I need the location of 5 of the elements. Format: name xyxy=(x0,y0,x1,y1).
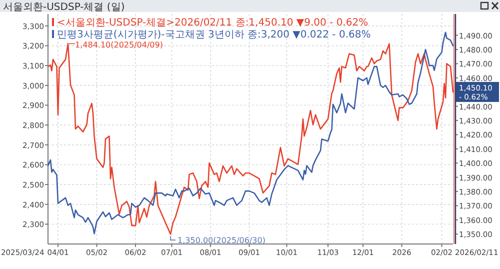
annotation: 1,350.00(2025/06/30) xyxy=(178,236,266,246)
annotation: 1,484.10(2025/04/09) xyxy=(75,40,163,50)
legend-label: <서울외환-USDSP-체결>2026/02/11 종:1,450.10 ▼9.00 - 0.62% xyxy=(57,18,368,28)
chart-title: 서울외환-USDSP-체결 (일) xyxy=(3,2,125,13)
legend-label: 민평3사평균(시가평가)-국고채권 3년이하 종:3,200 ▼0.022 - 0.68% xyxy=(57,30,371,40)
